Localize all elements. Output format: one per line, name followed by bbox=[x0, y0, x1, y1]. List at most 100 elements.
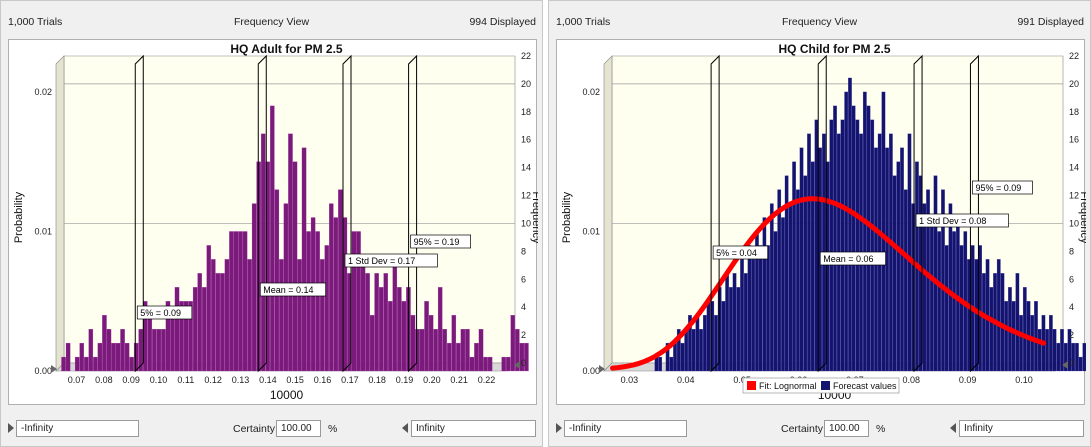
upper-bound-input[interactable]: Infinity bbox=[959, 420, 1084, 437]
histogram-bar bbox=[691, 329, 696, 372]
histogram-bar bbox=[288, 133, 293, 372]
histogram-bar bbox=[955, 217, 960, 372]
view-label: Frequency View bbox=[233, 16, 310, 28]
x-tick-label: 0.13 bbox=[232, 375, 250, 385]
displayed-count: 994 Displayed bbox=[469, 16, 536, 28]
histogram-bar bbox=[451, 315, 457, 372]
histogram-bar bbox=[419, 329, 425, 372]
histogram-bar bbox=[301, 147, 307, 372]
histogram-bar bbox=[233, 231, 239, 372]
histogram-bar bbox=[1019, 315, 1023, 372]
y2-axis-title: Frequency bbox=[1078, 192, 1086, 244]
histogram-bar bbox=[710, 301, 715, 372]
histogram-bar bbox=[474, 342, 479, 372]
child-chart: HQ Child for PM 2.5 5% = 0.04 Mean = 0.06 1… bbox=[561, 42, 1086, 402]
histogram-bar bbox=[351, 231, 357, 372]
histogram-bar bbox=[773, 231, 778, 372]
histogram-bar bbox=[383, 273, 388, 372]
histogram-bar bbox=[265, 161, 271, 372]
histogram-bar bbox=[658, 356, 663, 372]
y-axis-title: Probability bbox=[561, 191, 573, 243]
histogram-bar bbox=[515, 329, 520, 372]
upper-grabber-icon bbox=[1062, 361, 1068, 369]
left-grabber-icon[interactable] bbox=[556, 423, 562, 433]
histogram-bar bbox=[170, 315, 175, 372]
histogram-bar bbox=[424, 301, 429, 372]
histogram-bar bbox=[922, 203, 927, 372]
histogram-bar bbox=[428, 315, 434, 372]
x-tick-label: 0.04 bbox=[677, 375, 695, 385]
histogram-bar bbox=[88, 329, 94, 372]
left-grabber-icon[interactable] bbox=[8, 423, 14, 433]
histogram-bar bbox=[483, 356, 488, 372]
right-grabber-icon[interactable] bbox=[950, 423, 956, 433]
histogram-bar bbox=[456, 342, 461, 372]
histogram-bar bbox=[152, 329, 157, 372]
histogram-bar bbox=[758, 245, 763, 372]
histogram-bar bbox=[702, 315, 707, 372]
right-grabber-icon[interactable] bbox=[402, 423, 408, 433]
x-tick-label: 0.19 bbox=[396, 375, 414, 385]
histogram-bar bbox=[714, 315, 718, 372]
certainty-input[interactable]: 100.00 bbox=[824, 420, 869, 437]
lower-bound-input[interactable]: -Infinity bbox=[16, 420, 139, 437]
upper-bound-input[interactable]: Infinity bbox=[411, 420, 536, 437]
marker-label: 95% = 0.09 bbox=[975, 183, 1021, 193]
histogram-bar bbox=[1060, 329, 1064, 372]
x-tick-label: 0.12 bbox=[204, 375, 222, 385]
histogram-bar bbox=[747, 245, 752, 372]
histogram-bar bbox=[784, 175, 789, 372]
histogram-bar bbox=[97, 342, 103, 372]
x-tick-label: 0.20 bbox=[423, 375, 441, 385]
marker-label-box bbox=[136, 305, 193, 320]
histogram-bar bbox=[1004, 301, 1009, 372]
upper-grabber-icon bbox=[514, 361, 520, 369]
histogram-bar bbox=[866, 105, 871, 372]
histogram-bar bbox=[937, 231, 942, 372]
histogram-bar bbox=[165, 301, 171, 372]
histogram-bar bbox=[736, 287, 741, 372]
histogram-bar bbox=[211, 259, 216, 372]
y2-tick-label: 4 bbox=[521, 302, 526, 312]
histogram-bar bbox=[855, 119, 860, 372]
histogram-bar bbox=[183, 301, 189, 372]
histogram-bar bbox=[807, 133, 811, 372]
histogram-bar bbox=[84, 356, 89, 372]
histogram-bar bbox=[717, 287, 722, 372]
child-forecast-panel: 1,000 Trials Frequency View 991 Displaye… bbox=[548, 0, 1091, 447]
histogram-bar bbox=[333, 217, 339, 372]
histogram-bar bbox=[179, 301, 184, 372]
histogram-bar bbox=[306, 231, 311, 372]
histogram-bar bbox=[944, 245, 949, 372]
y2-tick-label: 8 bbox=[521, 246, 526, 256]
histogram-bar bbox=[673, 342, 677, 372]
y2-tick-label: 16 bbox=[521, 135, 531, 145]
histogram-bar bbox=[911, 203, 916, 372]
histogram-bar bbox=[129, 356, 134, 372]
marker-label: 1 Std Dev = 0.17 bbox=[348, 256, 415, 266]
marker-label-box bbox=[344, 253, 438, 268]
histogram-bar bbox=[699, 329, 703, 372]
histogram-bar bbox=[465, 329, 470, 372]
histogram-bar bbox=[74, 356, 80, 372]
y-tick-label: 0.00 bbox=[34, 366, 52, 376]
histogram-bar bbox=[684, 329, 689, 372]
histogram-bar bbox=[870, 119, 875, 372]
lower-bound-input[interactable]: -Infinity bbox=[564, 420, 687, 437]
marker-label: 5% = 0.04 bbox=[716, 248, 757, 258]
histogram-bar bbox=[762, 217, 767, 372]
chart-area: HQ Child for PM 2.5 5% = 0.04 Mean = 0.06 1… bbox=[556, 39, 1086, 405]
marker-line bbox=[710, 54, 720, 373]
histogram-bar bbox=[929, 217, 934, 372]
x-tick-label: 0.10 bbox=[150, 375, 168, 385]
histogram-bar bbox=[1067, 329, 1072, 372]
lognormal-fit-line bbox=[610, 196, 1047, 371]
histogram-bar bbox=[840, 119, 845, 372]
y2-tick-label: 12 bbox=[521, 191, 531, 201]
histogram-bar bbox=[1034, 301, 1038, 372]
histogram-bar bbox=[796, 189, 800, 372]
certainty-input[interactable]: 100.00 bbox=[276, 420, 321, 437]
x-tick-label: 0.18 bbox=[368, 375, 386, 385]
y2-tick-label: 2 bbox=[521, 330, 526, 340]
adult-chart: HQ Adult for PM 2.5 5% = 0.09 Mean = 0.14 1… bbox=[13, 42, 538, 402]
